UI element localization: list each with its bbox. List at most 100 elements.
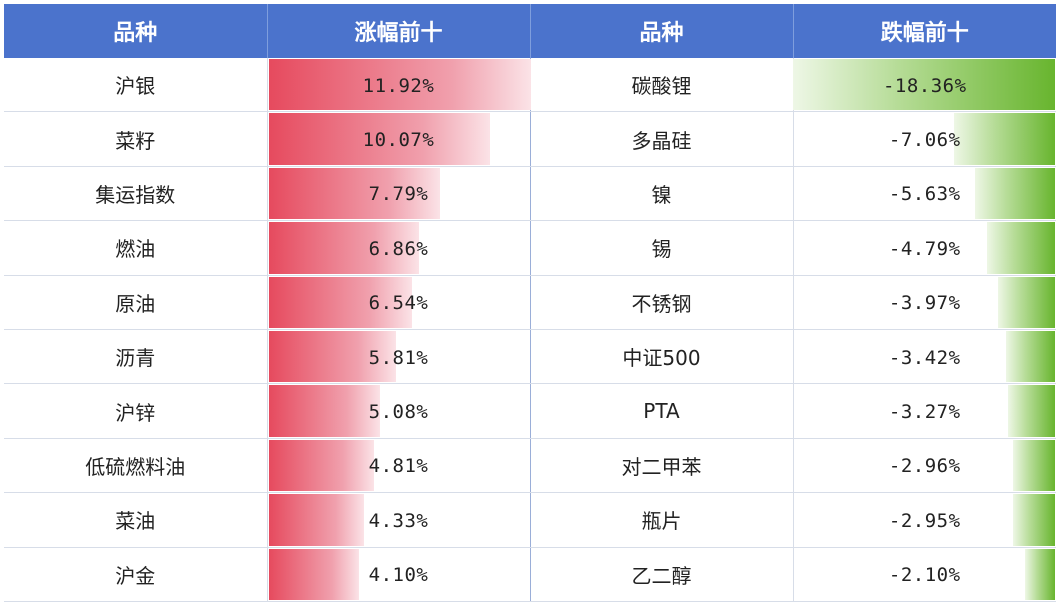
loss-value-label: -3.97% [888,292,961,315]
loss-bar [1012,494,1055,546]
loss-bar [1006,330,1055,383]
header-top-gainers: 涨幅前十 [267,4,531,58]
gainer-name-cell: 燃油 [4,220,268,276]
gainer-name-cell: 沪银 [4,58,268,113]
gainer-name-cell: 集运指数 [4,166,268,222]
table-row: 沪锌 5.08% PTA -3.27% [4,383,1056,439]
gain-value-label: 4.81% [368,455,429,478]
gain-bar [268,59,531,111]
loss-bar [1008,385,1055,437]
loser-value-cell: -3.97% [793,275,1056,330]
gainer-name: 沪银 [115,74,156,99]
loser-name: 镍 [651,182,672,207]
loser-value-cell: -4.79% [793,220,1056,276]
loss-value-label: -5.63% [888,183,961,206]
loser-name: PTA [643,399,680,424]
loser-value-cell: -2.10% [793,547,1056,603]
loser-value-cell: -2.96% [793,438,1056,494]
table-row: 菜油 4.33% 瓶片 -2.95% [4,492,1056,548]
gain-value-label: 4.33% [368,509,429,532]
loss-bar [1012,439,1055,492]
table-row: 低硫燃料油 4.81% 对二甲苯 -2.96% [4,438,1056,494]
header-variety-left: 品种 [4,4,268,58]
loser-name: 不锈钢 [631,291,692,316]
gainer-name-cell: 菜油 [4,492,268,548]
gain-value-label: 11.92% [362,74,435,97]
loser-name: 中证500 [622,346,701,371]
loss-value-label: -2.95% [888,509,961,532]
loser-name-cell: 不锈钢 [530,275,794,330]
loser-name-cell: 锡 [530,220,794,276]
gain-bar [268,548,359,600]
gainer-name: 低硫燃料油 [85,454,186,479]
table-row: 集运指数 7.79% 镍 -5.63% [4,166,1056,222]
gainer-value-cell: 4.33% [267,492,531,548]
loser-name: 瓶片 [641,509,682,534]
gainer-value-cell: 6.54% [267,275,531,330]
loser-name-cell: PTA [530,383,794,439]
gainer-name: 沥青 [115,346,156,371]
loss-bar [1025,548,1055,600]
gainer-value-cell: 4.10% [267,547,531,603]
gainer-name: 菜籽 [115,128,156,153]
gain-bar [268,385,381,437]
gainer-value-cell: 11.92% [267,58,531,113]
loser-name: 乙二醇 [631,563,692,588]
gainer-name: 集运指数 [95,182,176,207]
table-row: 沥青 5.81% 中证500 -3.42% [4,329,1056,385]
loser-value-cell: -2.95% [793,492,1056,548]
gain-bar [268,439,375,492]
gainer-name-cell: 沪锌 [4,383,268,439]
table-body: 沪银 11.92% 碳酸锂 -18.36% 菜籽 10.07% 多晶硅 -7.06% 集运指数 7… [4,58,1056,603]
header-row: 品种 涨幅前十 品种 跌幅前十 [4,4,1056,58]
loss-value-label: -7.06% [888,129,961,152]
loss-bar [974,167,1055,220]
loser-name-cell: 碳酸锂 [530,58,794,113]
header-variety-right: 品种 [530,4,794,58]
loser-value-cell: -3.27% [793,383,1056,439]
gain-value-label: 10.07% [362,129,435,152]
gainer-value-cell: 6.86% [267,220,531,276]
gain-value-label: 6.86% [368,237,429,260]
loss-value-label: -2.10% [888,564,961,587]
loss-value-label: -18.36% [882,74,967,97]
gain-value-label: 7.79% [368,183,429,206]
gainer-value-cell: 4.81% [267,438,531,494]
gainer-name: 原油 [115,291,156,316]
loser-name-cell: 瓶片 [530,492,794,548]
gain-bar [268,222,420,274]
gainer-name-cell: 沥青 [4,329,268,385]
gainer-name: 沪锌 [115,400,156,425]
gainer-value-cell: 5.08% [267,383,531,439]
futures-ranking-table: 品种 涨幅前十 品种 跌幅前十 沪银 11.92% 碳酸锂 -18.36% 菜籽 10.0… [4,4,1056,603]
loser-name-cell: 中证500 [530,329,794,385]
table-row: 沪银 11.92% 碳酸锂 -18.36% [4,58,1056,113]
loser-name: 碳酸锂 [631,74,692,99]
loser-name: 多晶硅 [631,128,692,153]
loss-value-label: -4.79% [888,237,961,260]
loser-name: 锡 [651,237,672,262]
gainer-value-cell: 7.79% [267,166,531,222]
gain-value-label: 4.10% [368,564,429,587]
loser-name-cell: 乙二醇 [530,547,794,603]
loser-name-cell: 对二甲苯 [530,438,794,494]
gainer-value-cell: 10.07% [267,111,531,167]
gainer-name-cell: 菜籽 [4,111,268,167]
loss-value-label: -3.42% [888,346,961,369]
gain-value-label: 5.81% [368,346,429,369]
loser-name-cell: 多晶硅 [530,111,794,167]
gainer-name-cell: 沪金 [4,547,268,603]
gainer-name: 燃油 [115,237,156,262]
gain-bar [268,113,490,165]
loser-value-cell: -3.42% [793,329,1056,385]
gain-bar [268,330,397,383]
loser-name: 对二甲苯 [621,454,702,479]
gain-bar [268,494,364,546]
gainer-value-cell: 5.81% [267,329,531,385]
gainer-name-cell: 低硫燃料油 [4,438,268,494]
table-row: 原油 6.54% 不锈钢 -3.97% [4,275,1056,330]
loss-value-label: -3.27% [888,401,961,424]
table-row: 燃油 6.86% 锡 -4.79% [4,220,1056,276]
loss-bar [986,222,1055,274]
gainer-name-cell: 原油 [4,275,268,330]
